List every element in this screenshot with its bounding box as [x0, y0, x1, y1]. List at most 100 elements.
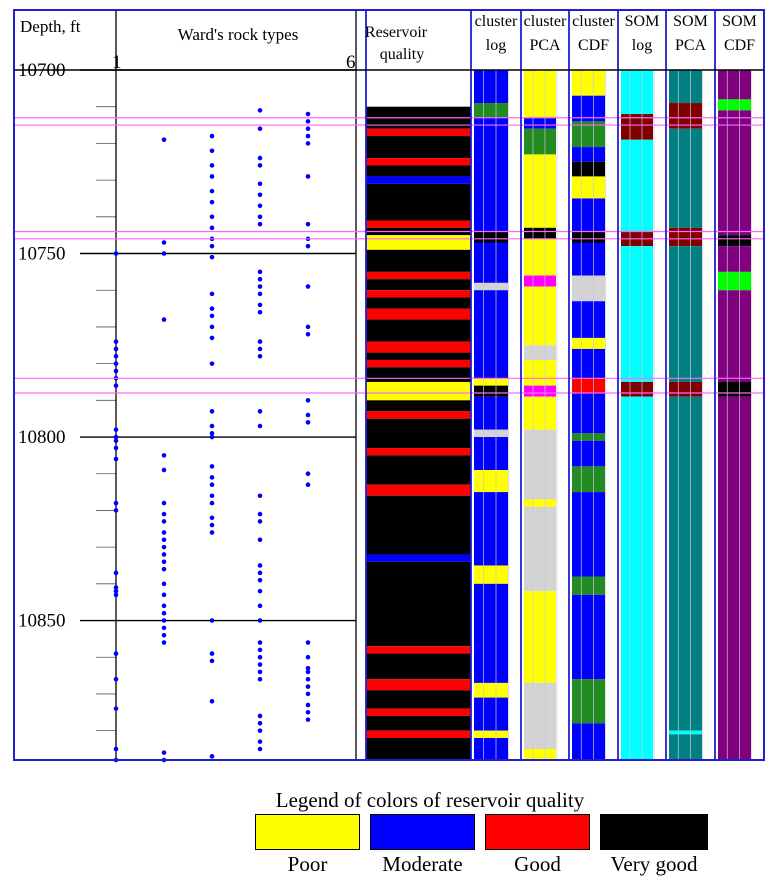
reservoir-quality-interval-30 [366, 561, 471, 647]
track-2-interval-15 [572, 433, 605, 441]
track-0-interval-10 [474, 429, 508, 438]
legend-swatch-good [485, 814, 590, 850]
rock-type-5-point-21 [305, 676, 311, 682]
rock-type-2-point-11 [161, 544, 167, 550]
rock-type-2-point-16 [161, 592, 167, 598]
rock-type-4-point-13 [257, 302, 263, 308]
rock-type-4-point-40 [257, 746, 263, 752]
track-0-interval-15 [474, 583, 508, 683]
track-5-interval-3 [718, 235, 751, 247]
track-2-interval-0 [572, 70, 605, 96]
track-title-4-line1: SOM [673, 13, 708, 30]
rock-type-4-point-39 [257, 739, 263, 744]
figure-frame [13, 9, 765, 761]
marker-lines [14, 117, 764, 394]
track-1-interval-6 [524, 275, 556, 287]
track-2-interval-18 [572, 492, 605, 577]
rock-type-1-point-20 [113, 676, 119, 682]
rock-type-4-point-9 [257, 269, 263, 275]
track-2-interval-14 [572, 392, 605, 434]
rock-type-4-point-38 [257, 728, 263, 733]
rock-type-4-point-19 [257, 423, 263, 429]
track-2-interval-20 [572, 594, 605, 680]
depth-tick-label-10850: 10850 [18, 611, 66, 632]
rock-type-2-point-10 [161, 537, 167, 543]
rock-type-1-point-0 [113, 251, 119, 256]
reservoir-quality-interval-27 [366, 484, 471, 496]
rock-type-3-point-29 [209, 618, 215, 623]
track-4-interval-3 [669, 227, 702, 247]
track-4-interval-7 [669, 730, 702, 735]
rock-type-2-point-0 [161, 137, 167, 143]
track-4-interval-6 [669, 396, 702, 731]
rock-type-3-point-14 [209, 324, 215, 330]
track-5-interval-2 [718, 110, 751, 236]
track-2-interval-12 [572, 348, 605, 379]
rock-type-4-point-10 [257, 276, 263, 282]
rock-type-2-point-3 [161, 317, 167, 322]
track-0-interval-13 [474, 492, 508, 566]
rock-type-1-point-3 [113, 353, 119, 359]
rock-type-3-point-16 [209, 361, 215, 366]
rock-type-3-point-18 [209, 423, 215, 429]
track-4-interval-2 [669, 128, 702, 228]
rock-type-4-point-12 [257, 291, 263, 297]
track-0-interval-4 [474, 242, 508, 283]
rock-type-1-point-4 [113, 361, 119, 366]
track-2-interval-9 [572, 275, 605, 302]
track-3-interval-6 [621, 396, 653, 760]
reservoir-quality-interval-9 [366, 235, 471, 250]
reservoir-quality-interval-26 [366, 455, 471, 485]
reservoir-quality-interval-10 [366, 249, 471, 272]
rock-type-4-point-8 [257, 221, 263, 227]
track-3-interval-2 [621, 139, 653, 232]
legend-label-poor: Poor [287, 852, 328, 876]
track-2-interval-4 [572, 161, 605, 177]
track-2-interval-3 [572, 147, 605, 162]
track-2-interval-21 [572, 679, 605, 724]
rock-type-4-point-1 [257, 126, 263, 132]
rock-type-3-point-3 [209, 174, 215, 179]
rock-type-5-point-13 [305, 412, 311, 418]
rock-types-min-label: 1 [112, 52, 122, 73]
rock-type-5-point-2 [305, 126, 311, 132]
track-2-interval-17 [572, 466, 605, 493]
reservoir-quality-interval-6 [366, 183, 471, 221]
rock-types-max-label: 6 [346, 52, 356, 73]
track-0-interval-14 [474, 565, 508, 584]
rock-type-3-point-21 [209, 464, 215, 469]
rock-type-2-point-23 [161, 750, 167, 755]
rock-type-5-point-6 [305, 221, 311, 227]
reservoir-quality-interval-2 [366, 136, 471, 159]
track-2-interval-2 [572, 121, 605, 148]
track-titles: cluster log cluster PCA cluster CDF SOM log SOM P… [475, 13, 757, 54]
reservoir-quality-interval-5 [366, 176, 471, 184]
rock-type-4-point-18 [257, 409, 263, 414]
rock-type-5-point-4 [305, 141, 311, 146]
reservoir-quality-interval-33 [366, 679, 471, 691]
rock-type-5-point-20 [305, 669, 311, 675]
rock-type-4-point-0 [257, 108, 263, 113]
track-1-interval-14 [524, 506, 556, 592]
rock-type-1-point-8 [113, 427, 119, 432]
reservoir-quality-interval-20 [366, 367, 471, 382]
depth-tick-labels: 10700 10750 10800 10850 [18, 60, 66, 632]
track-0-interval-0 [474, 70, 508, 104]
rock-type-3-point-20 [209, 434, 215, 440]
track-title-3-line2: log [632, 37, 652, 54]
rock-type-5-point-1 [305, 119, 311, 124]
reservoir-quality-interval-7 [366, 220, 471, 228]
track-1-interval-0 [524, 70, 556, 118]
reservoir-quality-interval-34 [366, 690, 471, 709]
rock-type-5-point-5 [305, 174, 311, 179]
track-2-interval-13 [572, 378, 605, 393]
rock-type-5-point-19 [305, 665, 311, 671]
rock-type-1-point-22 [113, 746, 119, 752]
rock-type-4-point-11 [257, 284, 263, 289]
rock-type-5-point-22 [305, 684, 311, 689]
rock-type-5-point-24 [305, 702, 311, 708]
track-0-interval-1 [474, 103, 508, 118]
track-3-interval-5 [621, 381, 653, 397]
track-1-interval-9 [524, 359, 556, 386]
rock-type-3-point-24 [209, 493, 215, 499]
